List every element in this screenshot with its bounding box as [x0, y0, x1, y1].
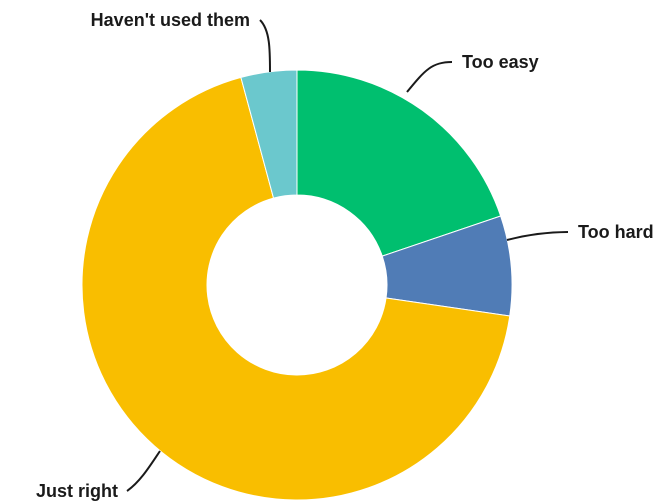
slice-labels: Too easy Too hard Just right Haven't used t… [36, 10, 654, 501]
leader-line-too-easy [406, 61, 453, 93]
label-haven-t-used-them: Haven't used them [91, 10, 250, 30]
label-too-hard: Too hard [578, 222, 654, 242]
donut-slices [81, 69, 513, 501]
slice-just-right [81, 76, 511, 501]
slice-too-easy [296, 69, 502, 257]
label-too-easy: Too easy [462, 52, 539, 72]
slice-haven-t-used-them [240, 69, 298, 199]
leader-lines [126, 19, 569, 492]
leader-line-too-hard [506, 231, 569, 241]
leader-line-just-right [126, 450, 161, 492]
leader-line-haven-t-used-them [259, 19, 271, 73]
label-just-right: Just right [36, 481, 118, 501]
